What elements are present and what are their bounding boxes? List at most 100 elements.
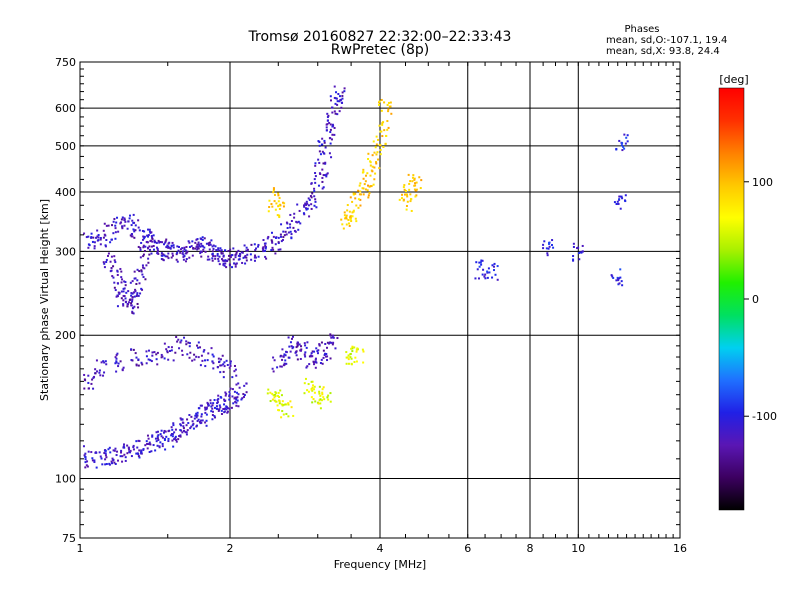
echo-point xyxy=(211,252,214,255)
echo-point xyxy=(211,410,214,413)
echo-point xyxy=(138,456,141,459)
echo-point xyxy=(307,197,310,200)
echo-point xyxy=(132,291,135,294)
echo-point xyxy=(350,347,353,350)
echo-point xyxy=(318,161,321,164)
echo-point xyxy=(156,437,159,440)
echo-point xyxy=(191,254,194,257)
echo-point xyxy=(492,265,495,268)
echo-point xyxy=(270,231,273,234)
colorbar-tick-label: -100 xyxy=(752,410,777,423)
echo-point xyxy=(279,248,282,251)
echo-point xyxy=(113,281,116,284)
echo-point xyxy=(222,262,225,265)
echo-point xyxy=(137,453,140,456)
echo-point xyxy=(206,401,209,404)
echo-point xyxy=(229,362,232,365)
echo-point xyxy=(225,408,228,411)
echo-point xyxy=(272,235,275,238)
echo-point xyxy=(610,274,613,277)
echo-point xyxy=(114,356,117,359)
echo-point xyxy=(415,188,418,191)
echo-point xyxy=(142,235,145,238)
echo-point xyxy=(207,242,210,245)
echo-point xyxy=(162,253,165,256)
echo-point xyxy=(283,202,286,205)
echo-point xyxy=(324,161,327,164)
echo-point xyxy=(217,394,220,397)
echo-point xyxy=(218,404,221,407)
echo-point xyxy=(350,220,353,223)
echo-point xyxy=(166,246,169,249)
echo-point xyxy=(102,229,105,232)
echo-point xyxy=(338,100,341,103)
echo-point xyxy=(279,389,282,392)
echo-point xyxy=(211,418,214,421)
echo-point xyxy=(103,452,106,455)
echo-point xyxy=(621,149,624,152)
echo-point xyxy=(624,200,627,203)
echo-point xyxy=(285,362,288,365)
echo-point xyxy=(150,252,153,255)
echo-point xyxy=(265,257,268,260)
echo-point xyxy=(231,376,234,379)
echo-point xyxy=(406,195,409,198)
echo-point xyxy=(176,251,179,254)
echo-point xyxy=(315,206,318,209)
echo-point xyxy=(486,271,489,274)
echo-point xyxy=(211,414,214,417)
echo-point xyxy=(334,97,337,100)
echo-point xyxy=(257,245,260,248)
echo-point xyxy=(104,244,107,247)
echo-point xyxy=(292,346,295,349)
echo-point xyxy=(127,303,130,306)
echo-point xyxy=(226,406,229,409)
echo-point xyxy=(211,353,214,356)
echo-point xyxy=(185,343,188,346)
echo-point xyxy=(307,383,310,386)
echo-point xyxy=(140,452,143,455)
echo-point xyxy=(164,448,167,451)
echo-point xyxy=(572,245,575,248)
echo-point xyxy=(272,189,275,192)
echo-point xyxy=(182,250,185,253)
echo-point xyxy=(176,340,179,343)
echo-point xyxy=(113,217,116,220)
echo-point xyxy=(318,385,321,388)
echo-point xyxy=(122,287,125,290)
echo-point xyxy=(171,439,174,442)
echo-point xyxy=(159,433,162,436)
echo-point xyxy=(329,357,332,360)
echo-point xyxy=(183,255,186,258)
echo-point xyxy=(347,362,350,365)
echo-point xyxy=(148,228,151,231)
echo-point xyxy=(231,266,234,269)
echo-point xyxy=(116,270,119,273)
echo-point xyxy=(358,193,361,196)
echo-point xyxy=(91,457,94,460)
echo-point xyxy=(167,437,170,440)
echo-point xyxy=(143,235,146,238)
echo-point xyxy=(321,388,324,391)
echo-point xyxy=(286,227,289,230)
echo-point xyxy=(193,417,196,420)
echo-point xyxy=(196,243,199,246)
echo-point xyxy=(160,257,163,260)
echo-point xyxy=(415,194,418,197)
echo-point xyxy=(191,359,194,362)
echo-point xyxy=(229,255,232,258)
echo-point xyxy=(136,268,139,271)
echo-point xyxy=(139,248,142,251)
echo-point xyxy=(170,426,173,429)
echo-point xyxy=(188,246,191,249)
echo-point xyxy=(141,238,144,241)
echo-point xyxy=(303,204,306,207)
y-tick-label: 500 xyxy=(55,140,76,153)
echo-point xyxy=(157,239,160,242)
echo-point xyxy=(336,103,339,106)
echo-point xyxy=(93,375,96,378)
echo-point xyxy=(344,217,347,220)
echo-point xyxy=(313,388,316,391)
echo-point xyxy=(347,218,350,221)
echo-point xyxy=(321,362,324,365)
